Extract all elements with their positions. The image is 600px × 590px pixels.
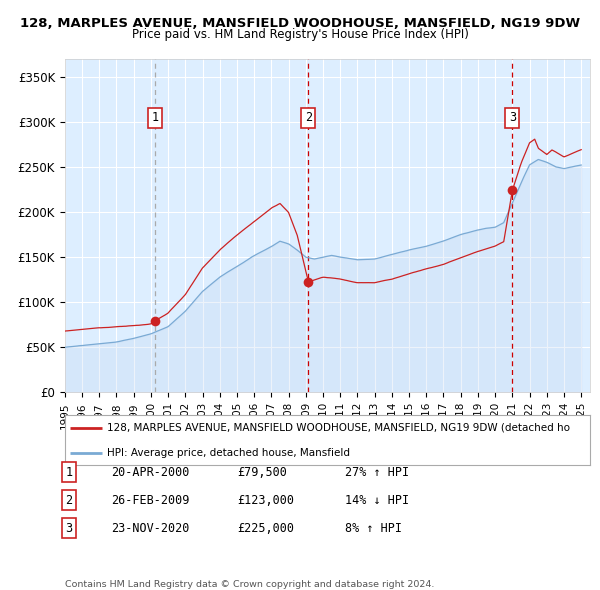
Text: 128, MARPLES AVENUE, MANSFIELD WOODHOUSE, MANSFIELD, NG19 9DW (detached ho: 128, MARPLES AVENUE, MANSFIELD WOODHOUSE… [107, 422, 570, 432]
Text: 3: 3 [65, 522, 73, 535]
Text: 20-APR-2000: 20-APR-2000 [111, 466, 190, 478]
Text: 8% ↑ HPI: 8% ↑ HPI [345, 522, 402, 535]
Text: 26-FEB-2009: 26-FEB-2009 [111, 493, 190, 506]
Text: 14% ↓ HPI: 14% ↓ HPI [345, 493, 409, 506]
Text: 1: 1 [65, 466, 73, 478]
Text: Contains HM Land Registry data © Crown copyright and database right 2024.
This d: Contains HM Land Registry data © Crown c… [65, 580, 434, 590]
Text: Price paid vs. HM Land Registry's House Price Index (HPI): Price paid vs. HM Land Registry's House … [131, 28, 469, 41]
Text: 2: 2 [305, 111, 312, 124]
Text: 3: 3 [509, 111, 516, 124]
Text: 1: 1 [152, 111, 159, 124]
Text: 23-NOV-2020: 23-NOV-2020 [111, 522, 190, 535]
Text: £225,000: £225,000 [237, 522, 294, 535]
Text: 27% ↑ HPI: 27% ↑ HPI [345, 466, 409, 478]
Text: HPI: Average price, detached house, Mansfield: HPI: Average price, detached house, Mans… [107, 447, 350, 457]
Text: £79,500: £79,500 [237, 466, 287, 478]
Text: 128, MARPLES AVENUE, MANSFIELD WOODHOUSE, MANSFIELD, NG19 9DW: 128, MARPLES AVENUE, MANSFIELD WOODHOUSE… [20, 17, 580, 30]
Text: £123,000: £123,000 [237, 493, 294, 506]
Text: 2: 2 [65, 493, 73, 506]
